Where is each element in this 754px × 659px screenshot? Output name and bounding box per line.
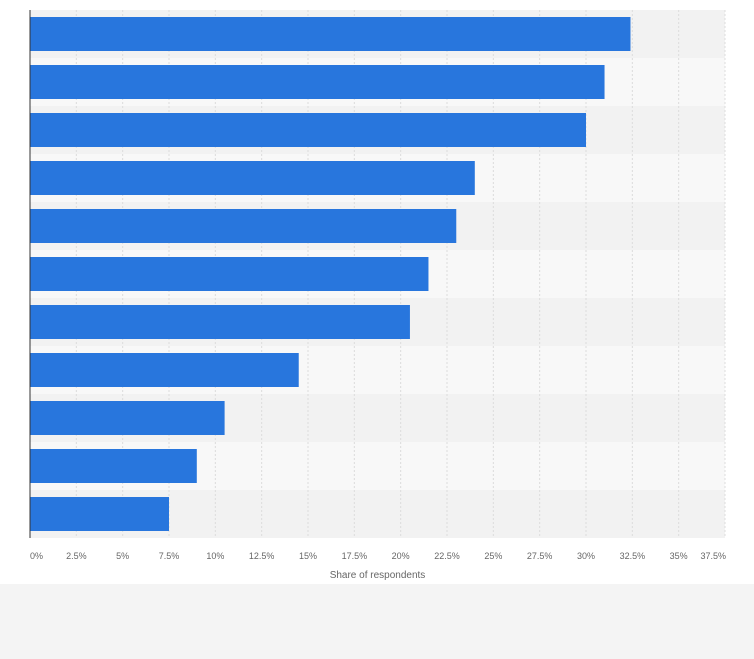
bar[interactable]	[30, 113, 586, 147]
x-tick-label: 5%	[116, 551, 129, 561]
x-tick-label: 27.5%	[527, 551, 553, 561]
x-tick-label: 2.5%	[66, 551, 87, 561]
bar[interactable]	[30, 17, 631, 51]
bar[interactable]	[30, 449, 197, 483]
bar[interactable]	[30, 161, 475, 195]
x-tick-label: 7.5%	[159, 551, 180, 561]
bar[interactable]	[30, 353, 299, 387]
x-tick-label: 12.5%	[249, 551, 275, 561]
x-tick-label: 10%	[206, 551, 224, 561]
x-tick-label: 20%	[392, 551, 410, 561]
bar[interactable]	[30, 65, 605, 99]
x-tick-label: 32.5%	[620, 551, 646, 561]
x-tick-label: 37.5%	[700, 551, 726, 561]
bar[interactable]	[30, 257, 429, 291]
bar[interactable]	[30, 497, 169, 531]
x-tick-label: 0%	[30, 551, 43, 561]
x-tick-label: 30%	[577, 551, 595, 561]
x-axis-tick-labels: 0% 2.5% 5% 7.5% 10% 12.5% 15% 17.5% 20% 22.5% 25% 2…	[30, 551, 726, 561]
footer-band	[0, 584, 754, 659]
x-tick-label: 22.5%	[434, 551, 460, 561]
bar[interactable]	[30, 305, 410, 339]
x-axis-title: Share of respondents	[330, 570, 426, 581]
bar[interactable]	[30, 401, 225, 435]
x-tick-label: 17.5%	[342, 551, 368, 561]
bar[interactable]	[30, 209, 457, 243]
x-tick-label: 15%	[299, 551, 317, 561]
x-tick-label: 25%	[484, 551, 502, 561]
bars	[30, 17, 631, 531]
x-tick-label: 35%	[670, 551, 688, 561]
